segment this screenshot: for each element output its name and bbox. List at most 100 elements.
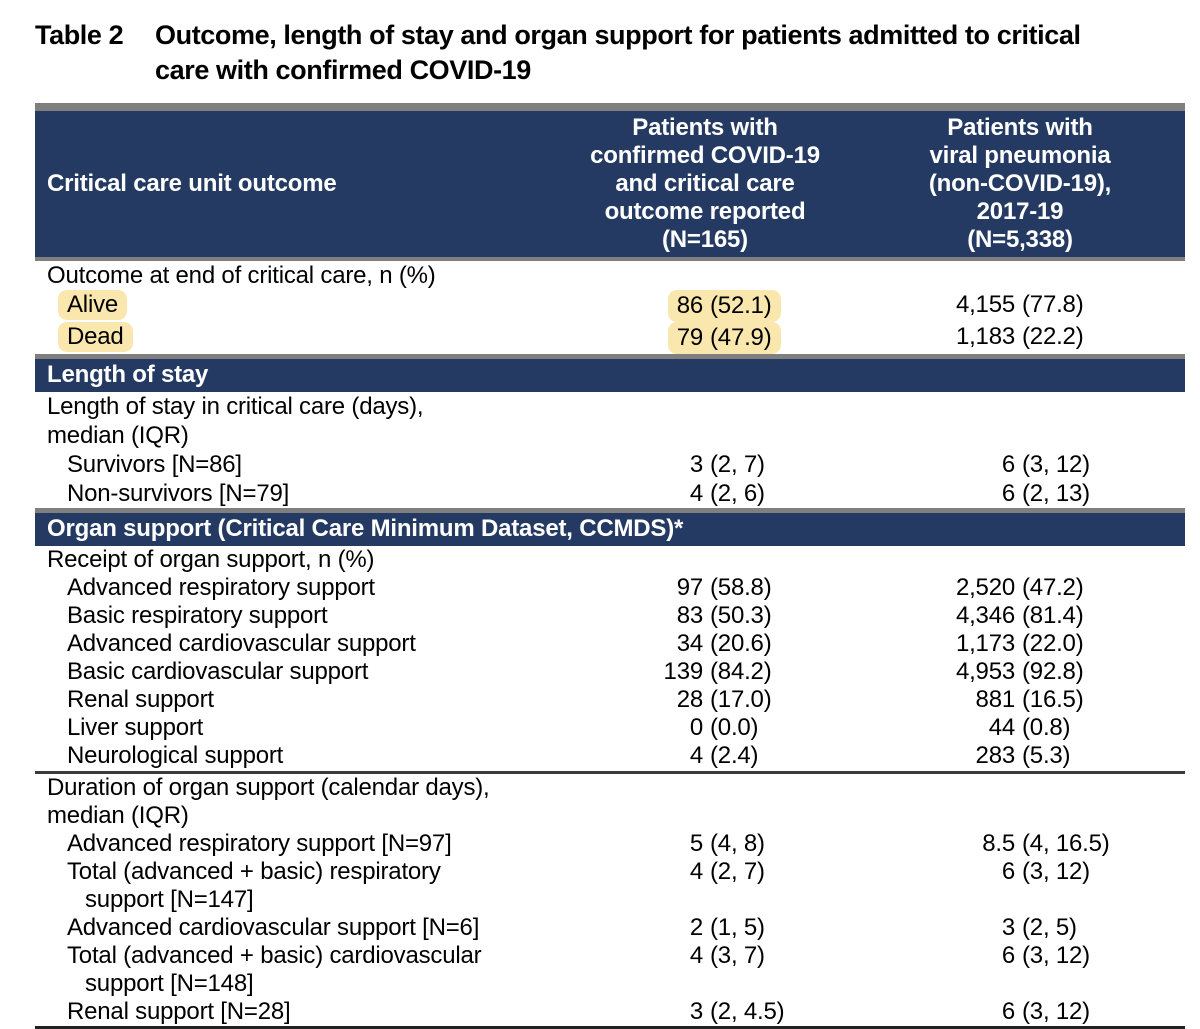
value-pct: (17.0) xyxy=(710,686,772,713)
value-pct: (2, 5) xyxy=(1022,914,1077,941)
table-row: Total (advanced + basic) cardiovascular … xyxy=(35,942,1185,998)
pneumonia-value-cell: 44 (0.8) xyxy=(855,714,1185,742)
table-row: Liver support 0 (0.0) 44 (0.8) xyxy=(35,714,1185,742)
row-label: Renal support [N=28] xyxy=(35,998,555,1026)
value-n: 2 xyxy=(689,914,703,941)
row-label: Non-survivors [N=79] xyxy=(35,479,555,508)
table-row: Advanced respiratory support 97 (58.8) 2,… xyxy=(35,574,1185,602)
value-n: 4 xyxy=(689,942,703,969)
table-row: Length of stay in critical care (days), … xyxy=(35,392,1185,450)
value-n: 4,155 xyxy=(955,291,1015,318)
value-pct: (3, 12) xyxy=(1022,942,1090,969)
value-n: 139 xyxy=(663,658,704,685)
value-n: 4 xyxy=(689,742,703,769)
pneumonia-value-cell: 6 (3, 12) xyxy=(855,942,1185,970)
col-header-outcome: Critical care unit outcome xyxy=(47,170,337,197)
row-label: Duration of organ support (calendar days… xyxy=(47,774,490,829)
col-header-pneumonia: Patients with viral pneumonia (non-COVID… xyxy=(928,114,1112,253)
covid-value-cell: 0 (0.0) xyxy=(555,714,855,742)
row-label: Advanced respiratory support [N=97] xyxy=(35,830,555,858)
row-label-text: Renal support xyxy=(67,686,214,713)
row-label-text: Advanced respiratory support xyxy=(67,574,375,601)
table-row: Duration of organ support (calendar days… xyxy=(35,774,1185,830)
row-label-text: Non-survivors [N=79] xyxy=(67,480,290,507)
covid-value-cell: 4 (2, 7) xyxy=(555,858,855,886)
row-label-text: Advanced cardiovascular support xyxy=(67,630,416,657)
covid-value-cell: 4 (2, 6) xyxy=(555,479,855,508)
pneumonia-value-cell: 283 (5.3) xyxy=(855,742,1185,770)
highlighted-value-n: 86 xyxy=(667,290,703,322)
table-row: Advanced respiratory support [N=97] 5 (4,… xyxy=(35,830,1185,858)
value-pct: (77.8) xyxy=(1022,291,1084,318)
row-label: Receipt of organ support, n (%) xyxy=(47,546,375,573)
value-pct: (84.2) xyxy=(710,658,772,685)
value-pct: (2, 7) xyxy=(710,858,765,885)
value-pct: (0.8) xyxy=(1022,714,1071,741)
row-label-text: Total (advanced + basic) cardiovascular … xyxy=(67,942,482,997)
table-row: Alive 86 (52.1) 4,155 (77.8) xyxy=(35,290,1185,322)
value-n: 4,346 xyxy=(955,602,1015,629)
value-pct: (81.4) xyxy=(1022,602,1084,629)
table-title: Outcome, length of stay and organ suppor… xyxy=(155,20,1081,85)
section-header-length-of-stay: Length of stay xyxy=(35,354,1185,392)
value-n: 6 xyxy=(1001,451,1015,478)
row-label-text: Total (advanced + basic) respiratory sup… xyxy=(67,858,441,913)
pneumonia-value-cell: 1,173 (22.0) xyxy=(855,630,1185,658)
row-label-text: Renal support [N=28] xyxy=(67,998,291,1025)
pneumonia-value-cell: 8.5 (4, 16.5) xyxy=(855,830,1185,858)
value-pct: (2, 4.5) xyxy=(710,998,785,1025)
table-row: Total (advanced + basic) respiratory sup… xyxy=(35,858,1185,914)
row-label-text: Advanced respiratory support [N=97] xyxy=(67,830,452,857)
pneumonia-value-cell: 4,346 (81.4) xyxy=(855,602,1185,630)
value-n: 97 xyxy=(676,574,703,601)
value-pct: (22.2) xyxy=(1022,323,1084,350)
highlighted-label: Alive xyxy=(58,290,128,320)
table-row: Basic cardiovascular support 139 (84.2) 4… xyxy=(35,658,1185,686)
value-n: 44 xyxy=(988,714,1015,741)
value-n: 6 xyxy=(1001,858,1015,885)
pneumonia-value-cell: 6 (3, 12) xyxy=(855,858,1185,886)
value-pct: (4, 8) xyxy=(710,830,765,857)
row-label: Basic cardiovascular support xyxy=(35,658,555,686)
pneumonia-value-cell: 2,520 (47.2) xyxy=(855,574,1185,602)
value-pct: (2.4) xyxy=(710,742,759,769)
value-pct: (0.0) xyxy=(710,714,759,741)
covid-value-cell: 79 (47.9) xyxy=(555,322,855,354)
covid-value-cell: 28 (17.0) xyxy=(555,686,855,714)
value-pct: (5.3) xyxy=(1022,742,1071,769)
row-label: Basic respiratory support xyxy=(35,602,555,630)
covid-value-cell: 3 (2, 4.5) xyxy=(555,998,855,1026)
section-divider-rule xyxy=(35,771,1185,774)
row-label-text: Neurological support xyxy=(67,742,284,769)
value-n: 6 xyxy=(1001,942,1015,969)
covid-value-cell: 5 (4, 8) xyxy=(555,830,855,858)
value-n: 3 xyxy=(689,451,703,478)
value-n: 4 xyxy=(689,858,703,885)
value-n: 4,953 xyxy=(955,658,1015,685)
row-label: Advanced cardiovascular support [N=6] xyxy=(35,914,555,942)
value-pct: (92.8) xyxy=(1022,658,1084,685)
pneumonia-value-cell: 4,953 (92.8) xyxy=(855,658,1185,686)
covid-value-cell: 139 (84.2) xyxy=(555,658,855,686)
pneumonia-value-cell: 881 (16.5) xyxy=(855,686,1185,714)
row-label-text: Liver support xyxy=(67,714,204,741)
table-row: Advanced cardiovascular support [N=6] 2 (… xyxy=(35,914,1185,942)
value-pct: (20.6) xyxy=(710,630,772,657)
value-n: 6 xyxy=(1001,998,1015,1025)
value-pct: (2, 7) xyxy=(710,451,765,478)
table-row: Renal support 28 (17.0) 881 (16.5) xyxy=(35,686,1185,714)
value-pct: (3, 12) xyxy=(1022,858,1090,885)
pneumonia-value-cell: 3 (2, 5) xyxy=(855,914,1185,942)
value-n: 28 xyxy=(676,686,703,713)
highlighted-value-n: 79 xyxy=(667,322,703,354)
value-n: 881 xyxy=(975,686,1016,713)
row-label: Length of stay in critical care (days), … xyxy=(47,393,424,449)
pneumonia-value-cell: 6 (3, 12) xyxy=(855,998,1185,1026)
value-n: 8.5 xyxy=(982,830,1015,857)
value-pct: (47.2) xyxy=(1022,574,1084,601)
value-n: 0 xyxy=(689,714,703,741)
value-pct: (2, 6) xyxy=(710,480,765,507)
value-n: 34 xyxy=(676,630,703,657)
row-label: Dead xyxy=(35,322,555,352)
table-row: Renal support [N=28] 3 (2, 4.5) 6 (3, 12) xyxy=(35,998,1185,1026)
